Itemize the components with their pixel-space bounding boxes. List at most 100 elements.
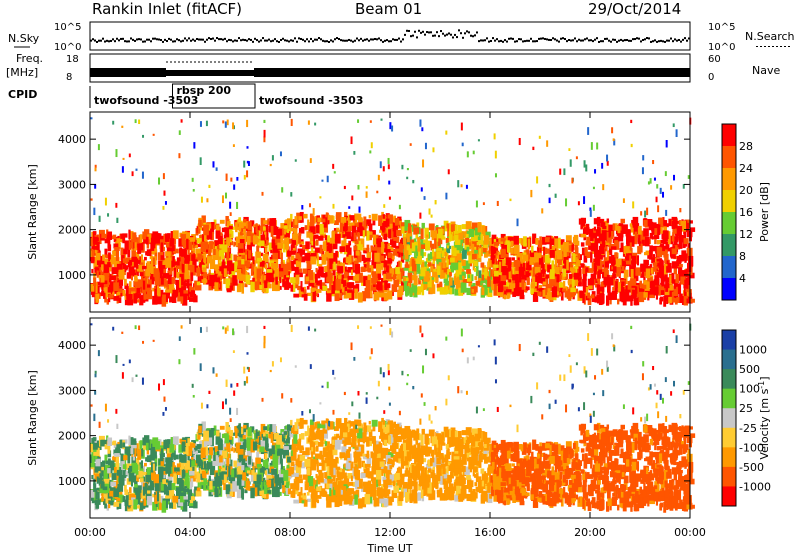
power-cell (93, 237, 98, 244)
power-cell (132, 232, 136, 239)
power-cell (348, 206, 350, 209)
power-cell (611, 257, 615, 265)
noise-sample (488, 41, 490, 43)
power-cell (301, 205, 303, 210)
power-cell (421, 187, 423, 191)
power-cell (430, 266, 433, 272)
velocity-cell (101, 470, 104, 476)
noise-sample (250, 39, 252, 41)
power-cell (412, 243, 415, 252)
power-cell (640, 211, 642, 215)
velocity-cell (265, 470, 267, 475)
power-cell (198, 229, 201, 234)
power-cell (649, 250, 653, 260)
power-cell (388, 158, 390, 164)
noise-sample (352, 41, 354, 43)
power-cell (315, 247, 320, 252)
noise-trace (90, 29, 690, 43)
power-cell (679, 208, 681, 212)
velocity-cell (101, 497, 104, 501)
power-colorbar-tick: 8 (739, 250, 746, 263)
power-cell (646, 261, 648, 268)
noise-sample (438, 35, 440, 37)
power-cell (222, 120, 224, 123)
power-cell (341, 217, 347, 223)
power-cell (582, 248, 585, 256)
power-cell (558, 238, 561, 249)
noise-sample (240, 39, 242, 41)
power-cell (409, 287, 412, 297)
power-cell (116, 251, 119, 261)
power-cell (684, 238, 689, 244)
power-cell (578, 253, 580, 259)
power-cell (505, 240, 509, 244)
power-cell (401, 226, 404, 233)
freq-band-right (254, 68, 690, 77)
power-cell (303, 268, 307, 273)
noise-sample (534, 40, 536, 42)
velocity-cell (185, 477, 190, 485)
power-cell (217, 256, 221, 259)
noise-sample (322, 40, 324, 42)
noise-sample (208, 37, 210, 39)
power-cell (535, 238, 538, 245)
power-cell (123, 258, 127, 263)
velocity-cell (93, 483, 96, 491)
power-cell (196, 268, 200, 277)
power-cell (421, 228, 424, 239)
power-cell (670, 284, 674, 290)
power-cell (508, 279, 511, 282)
power-cell (214, 282, 218, 291)
power-cell (132, 171, 134, 176)
power-cell (568, 148, 570, 151)
power-cell (563, 269, 566, 277)
noise-sample (244, 39, 246, 41)
power-cell (310, 158, 312, 163)
noise-sample (468, 31, 470, 33)
noise-sample (274, 38, 276, 40)
power-cell (351, 136, 353, 144)
power-cell (383, 166, 385, 171)
velocity-cell (130, 448, 133, 454)
power-colorbar-segment (722, 190, 736, 213)
power-ytick-label: 1000 (58, 269, 86, 282)
power-cell (611, 127, 613, 133)
power-cell (318, 270, 321, 279)
power-cell (310, 256, 316, 264)
noise-sample (290, 39, 292, 41)
noise-sample (590, 39, 592, 41)
power-cell (422, 159, 424, 167)
power-cell (612, 287, 615, 291)
power-cell (465, 238, 469, 245)
noise-sample (448, 32, 450, 34)
power-cell (162, 273, 166, 278)
velocity-cell (182, 470, 185, 479)
power-cell (266, 240, 269, 245)
noise-sample (548, 39, 550, 41)
power-cell (560, 266, 563, 271)
velocity-cell (110, 482, 116, 487)
power-cell (623, 198, 625, 203)
power-cell (134, 242, 136, 251)
power-cell (660, 227, 663, 234)
power-cell (632, 201, 634, 208)
noise-sample (410, 35, 412, 37)
power-cell (501, 238, 506, 241)
power-cell (365, 258, 371, 262)
power-cell (381, 264, 383, 270)
power-cell (617, 299, 619, 305)
noise-sample (648, 37, 650, 39)
power-cell (538, 240, 542, 247)
power-cell (688, 175, 690, 179)
power-cell (573, 292, 576, 295)
velocity-cell (147, 496, 152, 505)
power-cell (135, 119, 137, 123)
velocity-cell (278, 476, 283, 483)
noise-sample (660, 40, 662, 42)
power-cell (370, 120, 372, 123)
power-cell (190, 237, 195, 242)
power-cell (529, 273, 531, 276)
power-cell (476, 281, 481, 286)
power-cell (192, 178, 194, 182)
power-cell (652, 160, 654, 164)
